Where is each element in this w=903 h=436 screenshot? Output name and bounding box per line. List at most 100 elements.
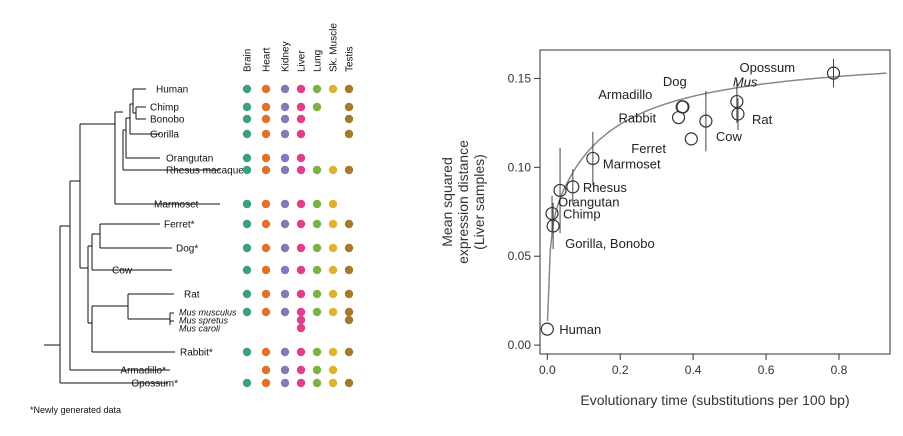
tissue-header: Heart	[262, 47, 273, 72]
point-label: Gorilla, Bonobo	[565, 236, 655, 251]
species-label: Cow	[112, 266, 133, 277]
tissue-dot	[261, 199, 271, 209]
tissue-dot	[328, 347, 338, 357]
x-tick-label: 0.6	[758, 363, 775, 377]
tissue-dot	[344, 265, 354, 275]
tissue-dot	[328, 289, 338, 299]
data-point	[553, 183, 567, 198]
tissue-dot	[261, 129, 271, 139]
data-point	[566, 180, 580, 194]
data-point	[684, 132, 698, 146]
tissue-dot	[296, 129, 306, 139]
tissue-dot-matrix	[242, 84, 354, 388]
tissue-dot	[344, 315, 354, 325]
tissue-header: Lung	[313, 50, 324, 72]
tissue-dot	[312, 289, 322, 299]
data-point	[671, 110, 686, 125]
tissue-dot	[344, 289, 354, 299]
tissue-dot	[328, 199, 338, 209]
tissue-dot	[261, 165, 271, 175]
point-label: Marmoset	[603, 156, 661, 171]
tissue-dot	[261, 265, 271, 275]
tissue-dot	[344, 102, 354, 112]
tissue-dot	[280, 307, 290, 317]
tissue-dot	[280, 165, 290, 175]
tissue-dot	[312, 378, 322, 388]
tissue-dot	[280, 219, 290, 229]
tissue-dot	[312, 84, 322, 94]
tissue-dot	[280, 265, 290, 275]
species-label: Bonobo	[150, 115, 185, 126]
species-label: Opossum*	[131, 379, 178, 390]
tissue-dot	[296, 315, 306, 325]
tissue-dot	[312, 307, 322, 317]
y-axis-title-line: expression distance	[455, 140, 471, 264]
tissue-dot	[344, 347, 354, 357]
tissue-dot	[296, 323, 306, 333]
point-label: Mus	[733, 75, 758, 90]
species-label: Mus caroli	[179, 324, 221, 334]
tissue-dot	[242, 114, 252, 124]
tissue-dot	[344, 378, 354, 388]
tissue-dot	[242, 347, 252, 357]
tissue-header: Sk. Muscle	[329, 23, 340, 72]
tissue-dot	[328, 307, 338, 317]
tissue-dot	[242, 243, 252, 253]
species-label: Orangutan	[166, 154, 213, 165]
point-label: Chimp	[563, 207, 601, 222]
species-label: Rhesus macaque*	[166, 166, 248, 177]
tissue-dot	[312, 265, 322, 275]
tissue-dot	[261, 378, 271, 388]
y-axis-title: Mean squared expression distance (Liver sa…	[439, 140, 487, 264]
data-point	[731, 107, 745, 121]
x-tick-label: 0.4	[685, 363, 702, 377]
species-label: Dog*	[176, 244, 198, 255]
data-point	[546, 219, 560, 233]
tissue-dot	[261, 347, 271, 357]
tissue-dot	[280, 347, 290, 357]
point-label: Cow	[716, 129, 743, 144]
y-tick-label: 0.15	[508, 71, 532, 85]
tissue-dot	[261, 153, 271, 163]
error-bars	[551, 58, 834, 250]
data-point	[826, 66, 841, 80]
tissue-dot	[242, 199, 252, 209]
data-point	[586, 151, 600, 166]
phylogenetic-tree	[44, 88, 220, 384]
tissue-dot	[261, 102, 271, 112]
tissue-dot	[296, 307, 306, 317]
y-tick-label: 0.10	[508, 160, 532, 174]
point-label: Dog	[663, 74, 687, 89]
tissue-dot	[280, 129, 290, 139]
tissue-dot	[261, 307, 271, 317]
tissue-dot	[344, 165, 354, 175]
tissue-dot	[296, 165, 306, 175]
tissue-dot	[296, 347, 306, 357]
tissue-dot	[296, 365, 306, 375]
tissue-dot	[261, 365, 271, 375]
tissue-dot	[312, 243, 322, 253]
tissue-dot	[328, 219, 338, 229]
tissue-dot	[280, 243, 290, 253]
tissue-dot	[328, 165, 338, 175]
tissue-dot	[242, 153, 252, 163]
species-label: Rat	[184, 290, 200, 301]
tissue-dot	[312, 102, 322, 112]
tissue-header: Kidney	[281, 41, 292, 72]
species-label: Mus spretus	[179, 316, 229, 326]
tissue-dot	[296, 84, 306, 94]
tissue-dot	[344, 307, 354, 317]
tissue-dot	[296, 153, 306, 163]
tissue-dot	[261, 219, 271, 229]
point-labels: Human Chimp Gorilla, Bonobo OrangutanRhesus…	[558, 60, 795, 337]
tissue-dot	[261, 243, 271, 253]
species-label: Marmoset	[154, 200, 199, 211]
data-points	[540, 66, 841, 336]
x-axis-title: Evolutionary time (substitutions per 100…	[580, 392, 849, 408]
tissue-dot	[312, 219, 322, 229]
tissue-dot	[312, 199, 322, 209]
tissue-dot	[296, 265, 306, 275]
tissue-dot	[280, 84, 290, 94]
tissue-dot	[296, 378, 306, 388]
